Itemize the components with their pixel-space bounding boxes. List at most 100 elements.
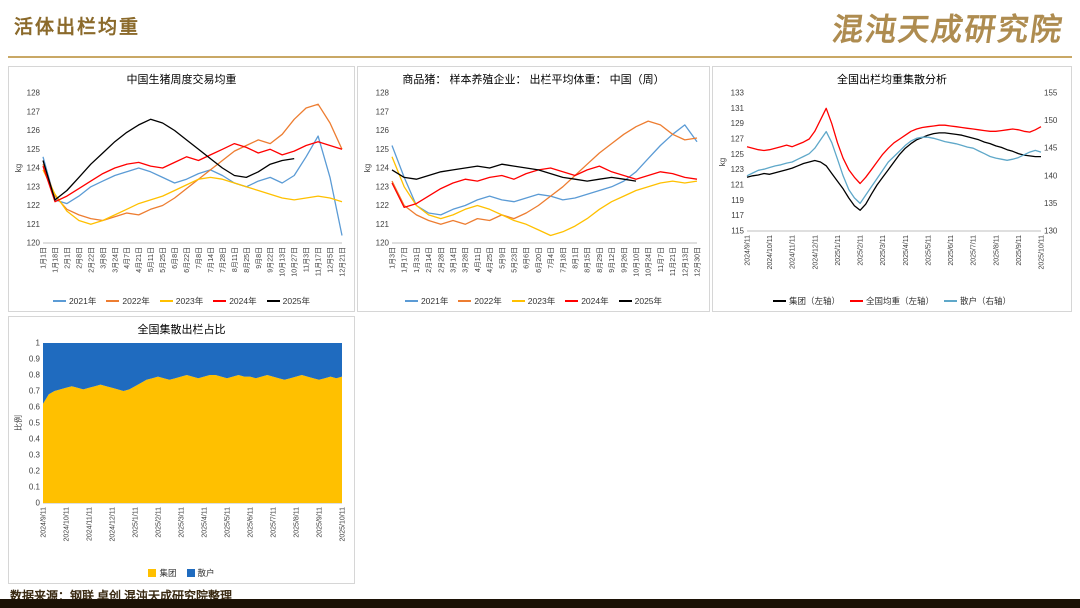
legend-label: 2023年 <box>175 296 204 307</box>
svg-text:117: 117 <box>731 211 744 220</box>
svg-text:128: 128 <box>376 89 390 98</box>
svg-text:2月1日: 2月1日 <box>63 247 71 269</box>
svg-text:12月21日: 12月21日 <box>339 247 347 277</box>
svg-text:155: 155 <box>1044 89 1058 98</box>
svg-text:比例: 比例 <box>13 415 23 431</box>
svg-text:2025/1/11: 2025/1/11 <box>133 507 140 538</box>
svg-text:0.5: 0.5 <box>29 419 41 428</box>
svg-text:123: 123 <box>731 165 745 174</box>
svg-text:kg: kg <box>14 164 23 172</box>
legend-swatch <box>52 300 66 303</box>
legend-item: 2025年 <box>266 295 310 307</box>
legend-swatch <box>511 300 525 303</box>
svg-text:5月23日: 5月23日 <box>511 247 519 273</box>
svg-text:0.6: 0.6 <box>29 403 41 412</box>
svg-text:10月13日: 10月13日 <box>279 247 287 277</box>
svg-text:4月25日: 4月25日 <box>486 247 494 273</box>
svg-text:2024/9/11: 2024/9/11 <box>745 235 752 266</box>
svg-text:2025/10/11: 2025/10/11 <box>340 507 347 542</box>
legend-swatch <box>404 300 418 303</box>
svg-text:115: 115 <box>731 227 744 236</box>
legend-label: 全国均重（左轴） <box>865 296 934 307</box>
chart-title: 全国出栏均重集散分析 <box>837 74 947 86</box>
svg-text:4月21日: 4月21日 <box>135 247 143 273</box>
svg-text:8月29日: 8月29日 <box>596 247 604 273</box>
legend-item: 2021年 <box>404 295 448 307</box>
svg-text:0.4: 0.4 <box>29 435 41 444</box>
svg-text:2025/3/11: 2025/3/11 <box>880 235 887 266</box>
svg-text:1月17日: 1月17日 <box>401 247 409 273</box>
svg-text:120: 120 <box>27 239 41 248</box>
svg-text:9月22日: 9月22日 <box>267 247 275 273</box>
chart-legend: 2021年 2022年 2023年 2024年 2025年 <box>362 293 705 309</box>
chart-svg: 115 117 119 121 123 125 127 129 131 133 130 135 140 1… <box>718 89 1058 270</box>
svg-text:131: 131 <box>731 104 745 113</box>
svg-text:119: 119 <box>731 196 744 205</box>
svg-text:12月30日: 12月30日 <box>694 247 702 277</box>
chart-svg: 120 121 122 123 124 125 126 127 128 kg 1月1日 1月18日 2月… <box>14 89 347 277</box>
svg-text:1月31日: 1月31日 <box>413 247 421 273</box>
svg-text:11月7日: 11月7日 <box>657 247 665 272</box>
svg-text:2025/10/11: 2025/10/11 <box>1039 235 1046 270</box>
svg-text:2月22日: 2月22日 <box>87 247 95 273</box>
svg-text:125: 125 <box>376 145 390 154</box>
svg-text:11月3日: 11月3日 <box>303 247 311 272</box>
svg-text:12月5日: 12月5日 <box>327 247 335 273</box>
legend-swatch <box>213 300 227 303</box>
svg-text:125: 125 <box>731 150 745 159</box>
svg-text:2月28日: 2月28日 <box>437 247 445 273</box>
legend-label: 2024年 <box>581 296 609 307</box>
svg-text:1月18日: 1月18日 <box>51 247 59 273</box>
svg-text:120: 120 <box>376 239 390 248</box>
svg-text:121: 121 <box>376 220 390 229</box>
legend-label: 2021年 <box>68 296 97 307</box>
svg-text:0.2: 0.2 <box>29 467 41 476</box>
svg-text:10月27日: 10月27日 <box>291 247 299 277</box>
legend-swatch <box>159 300 173 303</box>
chart-svg: 120 121 122 123 124 125 126 127 128 kg 1月3日 1月17日 1月… <box>363 89 702 277</box>
svg-text:2025/9/11: 2025/9/11 <box>1016 235 1023 266</box>
svg-text:10月24日: 10月24日 <box>645 247 653 277</box>
svg-text:2025/4/11: 2025/4/11 <box>903 235 910 266</box>
svg-text:5月11日: 5月11日 <box>147 247 155 272</box>
legend-swatch <box>944 300 957 303</box>
chart-legend: 集团（左轴） 全国均重（左轴） 散户（右轴） <box>717 293 1067 309</box>
svg-text:6月20日: 6月20日 <box>535 247 543 273</box>
svg-text:2025/5/11: 2025/5/11 <box>225 507 232 538</box>
legend-label: 2022年 <box>122 296 150 307</box>
svg-text:3月24日: 3月24日 <box>111 247 119 273</box>
legend-label: 2024年 <box>229 296 257 307</box>
svg-text:6月22日: 6月22日 <box>183 247 191 273</box>
legend-swatch <box>565 300 579 303</box>
svg-text:135: 135 <box>1044 199 1058 208</box>
svg-text:2025/5/11: 2025/5/11 <box>925 235 932 266</box>
legend-label: 散户（右轴） <box>960 296 1012 307</box>
svg-text:5月25日: 5月25日 <box>159 247 167 273</box>
svg-text:7月14日: 7月14日 <box>207 247 215 273</box>
svg-text:122: 122 <box>376 201 390 210</box>
svg-text:121: 121 <box>27 220 41 229</box>
svg-text:2月14日: 2月14日 <box>425 247 433 273</box>
svg-text:4月11日: 4月11日 <box>474 247 482 272</box>
svg-text:2024/10/11: 2024/10/11 <box>767 235 774 270</box>
svg-text:126: 126 <box>27 126 41 135</box>
legend-swatch <box>772 300 786 303</box>
svg-text:2025/3/11: 2025/3/11 <box>179 507 186 538</box>
svg-text:123: 123 <box>27 183 41 192</box>
svg-text:11月17日: 11月17日 <box>315 247 323 276</box>
svg-text:2024/9/11: 2024/9/11 <box>41 507 48 538</box>
svg-text:8月1日: 8月1日 <box>572 247 580 269</box>
legend-swatch <box>148 569 157 578</box>
svg-text:7月4日: 7月4日 <box>547 247 555 269</box>
bottom-bar <box>0 599 1080 608</box>
chart-canvas: 120 121 122 123 124 125 126 127 128 kg 1月1日 1月18日 2月… <box>13 87 350 293</box>
svg-text:2025/2/11: 2025/2/11 <box>156 507 163 538</box>
chart-group-retail-analysis: 全国出栏均重集散分析 115 117 119 121 123 125 127 129 131 13… <box>712 66 1072 312</box>
chart-canvas: 0 0.1 0.2 0.3 0.4 0.5 0.6 0.7 0.8 0.9 1 比例 2024/9/11… <box>13 337 350 565</box>
svg-text:2025/6/11: 2025/6/11 <box>248 507 255 538</box>
svg-text:133: 133 <box>731 89 745 98</box>
legend-label: 2025年 <box>634 296 663 307</box>
legend-swatch <box>849 300 863 303</box>
svg-text:11月21日: 11月21日 <box>669 247 677 276</box>
legend-swatch <box>106 300 120 303</box>
